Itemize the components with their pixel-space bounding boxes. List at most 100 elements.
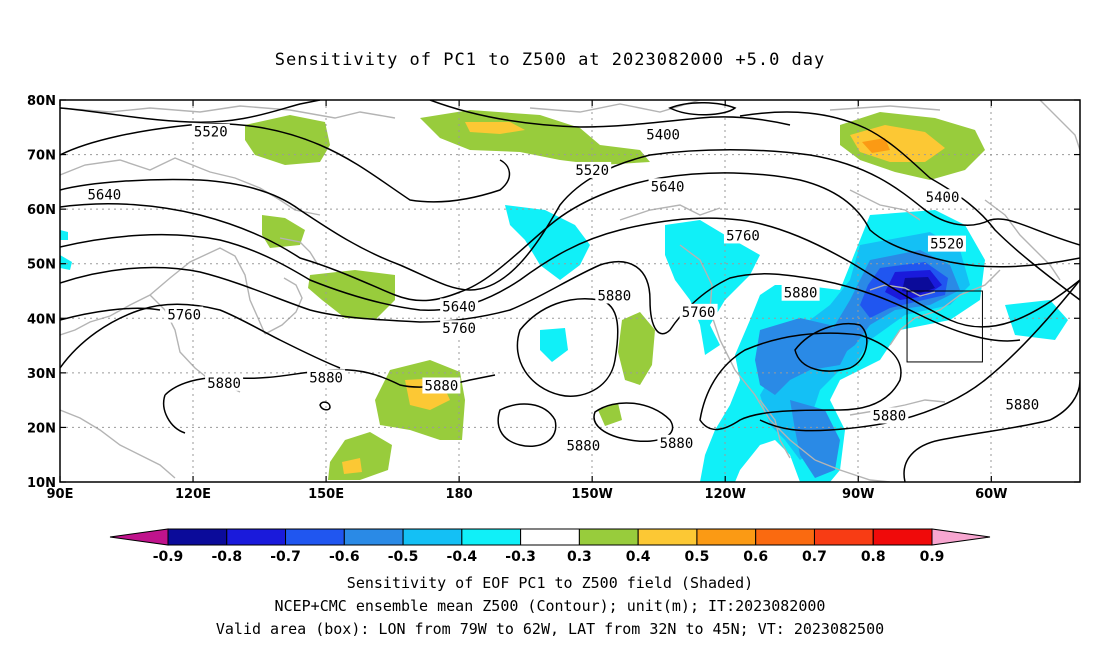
contour-label-bg [723, 227, 762, 244]
contour-label-bg [440, 320, 479, 337]
lat-tick-label: 60N [27, 203, 56, 218]
colorbar-label: -0.7 [270, 549, 301, 565]
lat-tick-label: 40N [27, 312, 56, 327]
colorbar-swatch [696, 528, 757, 546]
colorbar-label: 0.6 [743, 549, 768, 565]
colorbar-swatch [285, 528, 345, 546]
colorbar-swatch [755, 528, 815, 546]
lat-tick-label: 50N [27, 258, 56, 273]
lon-tick-label: 150E [308, 487, 344, 502]
colorbar: -0.9 -0.8 -0.7 -0.6 -0.5 -0.4 -0.3 0.3 0.4 0.5 0.6… [109, 528, 991, 565]
contour-label-bg [1003, 396, 1042, 413]
colorbar-swatch [637, 528, 698, 546]
colorbar-swatch [578, 528, 639, 546]
negative-region-edge [60, 230, 68, 240]
negative-region-atlantic [1005, 300, 1068, 340]
contour-label-bg [679, 303, 718, 320]
colorbar-swatch [461, 528, 522, 546]
lon-tick-label: 120W [704, 487, 745, 502]
colorbar-swatch [402, 528, 463, 546]
contour-label: 5520 [575, 163, 609, 179]
contour-label: 5880 [1005, 398, 1039, 414]
contour-label-bg [205, 374, 244, 391]
contour-label: 5880 [872, 409, 906, 425]
colorbar-label: 0.7 [802, 549, 827, 565]
lon-tick-label: 180 [446, 487, 473, 502]
contour-label: 5520 [930, 237, 964, 253]
map-gridlines [60, 100, 1080, 482]
positive-region-small [598, 403, 622, 426]
colorbar-label: -0.5 [388, 549, 419, 565]
contour-label: 5880 [425, 379, 459, 395]
contour-label-bg [644, 126, 683, 143]
colorbar-right-arrow [931, 528, 991, 546]
lat-tick-label: 70N [27, 149, 56, 164]
contour-label: 5880 [566, 439, 600, 455]
positive-region-siberia [245, 115, 330, 165]
negative-region-mexico [790, 400, 840, 478]
contour-label: 5520 [194, 125, 228, 141]
z500-contours [60, 100, 1080, 482]
colorbar-swatch [343, 528, 404, 546]
contour-label-bg [595, 287, 634, 304]
colorbar-label: -0.9 [153, 549, 184, 565]
contour-label-bg [923, 189, 962, 206]
negative-region-pacific [540, 328, 568, 362]
negative-region-darkest [902, 277, 935, 294]
contour-label: 5880 [784, 286, 818, 302]
colorbar-swatch [520, 528, 580, 546]
contour-label: 5880 [207, 376, 241, 392]
colorbar-swatch [813, 528, 874, 546]
contour-label-bg [870, 407, 909, 424]
colorbar-swatch [872, 528, 933, 546]
contour-label: 5400 [646, 127, 680, 143]
contour-label-bg [422, 377, 461, 394]
contour-label-bg [564, 437, 603, 454]
contour-label: 5640 [651, 179, 685, 195]
caption-valid-area: Valid area (box): LON from 79W to 62W, L… [215, 620, 885, 638]
colorbar-label: 0.9 [920, 549, 945, 565]
axis-ticks: 90E 120E 150E 180 150W 120W 90W 60W 80N 70N 60N 50N… [27, 94, 1080, 502]
contour-label: 5760 [726, 228, 760, 244]
positive-region-southwest-pacific [328, 432, 392, 480]
contour-label-bg [165, 306, 204, 323]
positive-region-sw-yellow [342, 458, 362, 474]
colorbar-swatch [167, 528, 228, 546]
contour-label-bg [657, 434, 696, 451]
contour-label-bg [573, 161, 612, 178]
lat-tick-label: 20N [27, 421, 56, 436]
contour-label-bg [927, 235, 966, 252]
colorbar-label: 0.3 [567, 549, 592, 565]
positive-region-greenland-orange [862, 138, 890, 153]
contour-label: 5760 [167, 308, 201, 324]
contour-label: 5400 [926, 190, 960, 206]
lon-tick-label: 60W [975, 487, 1007, 502]
colorbar-label: -0.6 [329, 549, 360, 565]
caption-shading: Sensitivity of EOF PC1 to Z500 field (Sh… [346, 574, 754, 592]
colorbar-swatch [226, 528, 287, 546]
negative-region-gulf-alaska [505, 205, 590, 280]
contour-label-bg [781, 284, 820, 301]
contour-label-bg [648, 178, 687, 195]
positive-region-kamchatka [262, 215, 305, 248]
positive-region-arctic-yellow [465, 122, 525, 134]
lon-tick-label: 120E [175, 487, 211, 502]
contour-label-bg [307, 369, 346, 386]
caption-contour: NCEP+CMC ensemble mean Z500 (Contour); u… [274, 597, 826, 615]
plot-frame [59, 99, 1081, 483]
contour-label-bg [191, 123, 230, 140]
positive-region-greenland-yellow [850, 125, 945, 162]
colorbar-label: 0.8 [861, 549, 886, 565]
colorbar-label: -0.4 [447, 549, 478, 565]
colorbar-label: 0.4 [626, 549, 651, 565]
lat-tick-label: 30N [27, 367, 56, 382]
contour-label: 5640 [442, 299, 476, 315]
negative-region-southwest [755, 318, 850, 395]
contour-labels: 5520 5400 5520 5640 5640 5760 5400 5520 5760 5640… [85, 123, 1042, 455]
map-title: Sensitivity of PC1 to Z500 at 2023082000… [274, 50, 826, 70]
colorbar-left-arrow [109, 528, 169, 546]
colorbar-label: -0.3 [505, 549, 536, 565]
lon-tick-label: 90E [47, 487, 74, 502]
sensitivity-shading [60, 110, 1068, 482]
